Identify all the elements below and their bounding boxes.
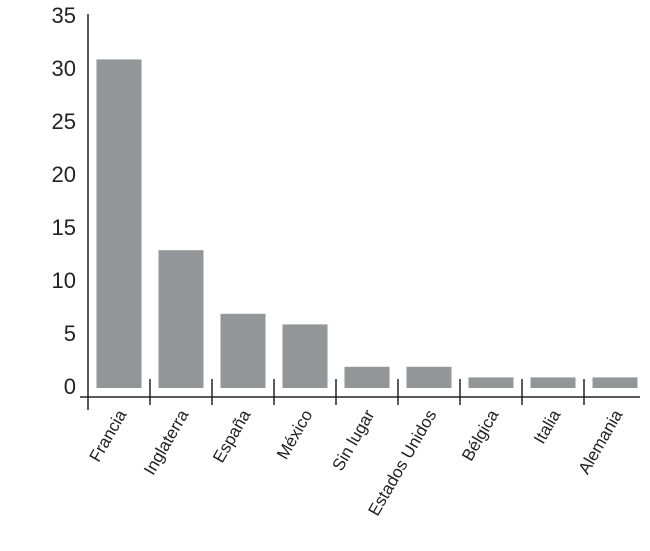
y-tick-label: 10 — [52, 268, 76, 293]
bar — [96, 59, 142, 389]
bar — [220, 313, 266, 388]
x-tick-label: Estados Unidos — [364, 407, 440, 520]
x-tick-label: España — [209, 406, 255, 466]
y-tick-label: 15 — [52, 215, 76, 240]
bar — [530, 377, 576, 388]
y-tick-label: 5 — [64, 321, 76, 346]
y-tick-label: 25 — [52, 109, 76, 134]
bar — [282, 324, 328, 388]
y-tick-label: 20 — [52, 162, 76, 187]
x-tick-label: Alemania — [575, 406, 627, 477]
y-tick-label: 0 — [64, 374, 76, 399]
x-tick-label: Inglaterra — [140, 406, 193, 478]
bar — [592, 377, 638, 388]
x-tick-label: México — [273, 407, 316, 463]
x-tick-label: Sin lugar — [328, 406, 378, 474]
bar — [158, 250, 204, 388]
x-tick-label: Italia — [530, 406, 565, 447]
bar — [344, 366, 390, 388]
y-tick-label: 30 — [52, 56, 76, 81]
x-tick-label: Bélgica — [458, 406, 503, 464]
y-tick-label: 35 — [52, 3, 76, 28]
x-tick-label: Francia — [86, 406, 131, 465]
bar — [468, 377, 514, 388]
bar — [406, 366, 452, 388]
